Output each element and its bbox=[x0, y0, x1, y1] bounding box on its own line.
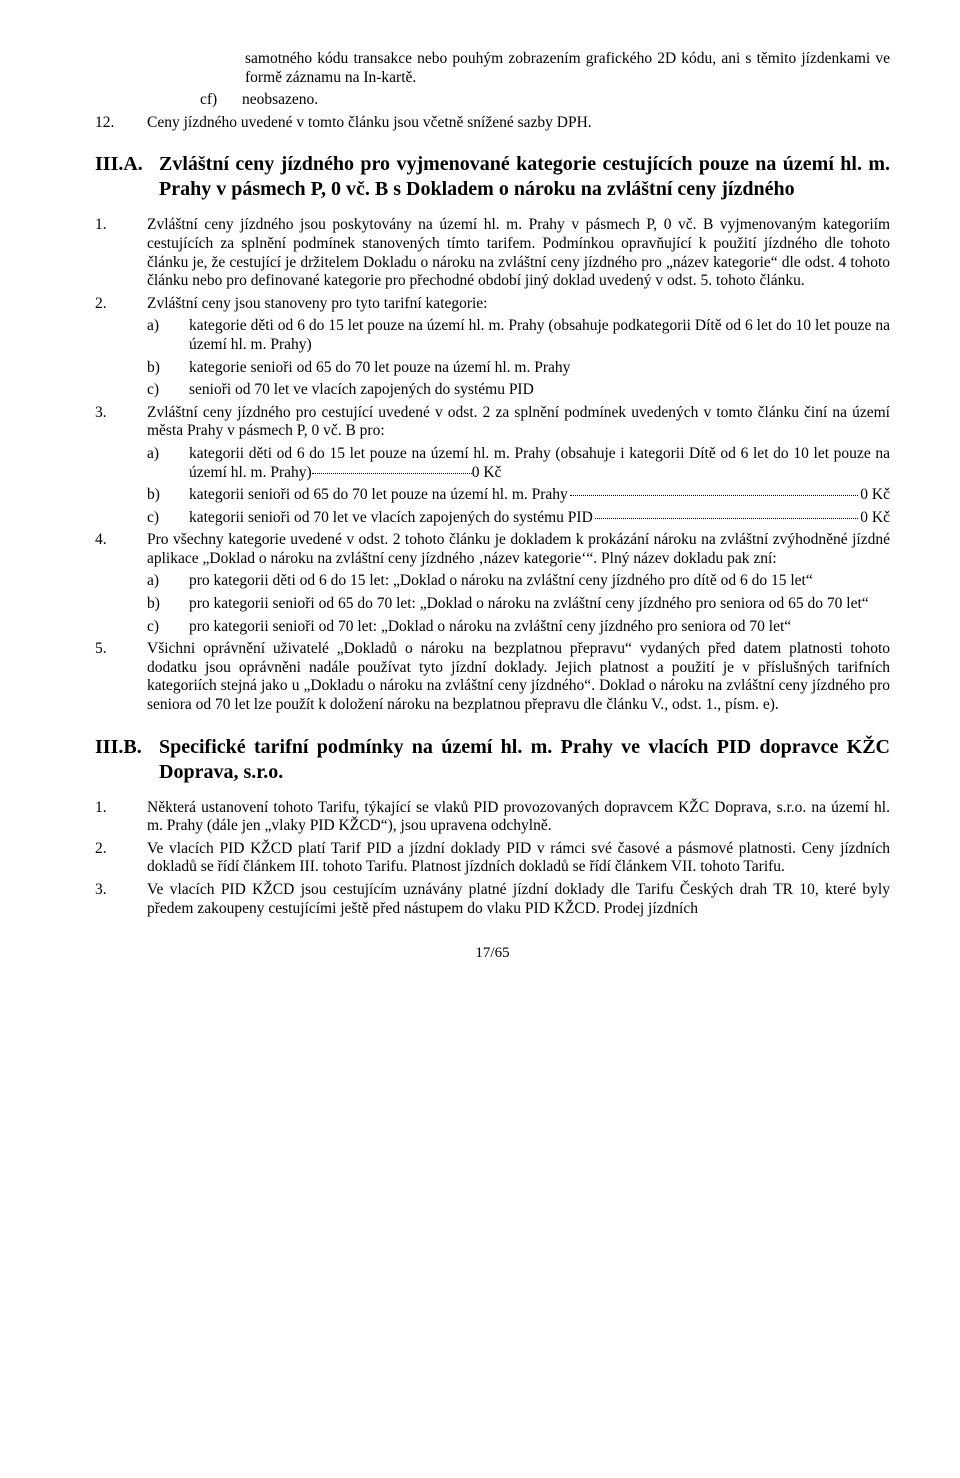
IIIA-4-c-marker: c) bbox=[147, 618, 189, 637]
IIIA-2-marker: 2. bbox=[95, 295, 147, 314]
IIIB-1-marker: 1. bbox=[95, 799, 147, 836]
IIIA-1-text: Zvláštní ceny jízdného jsou poskytovány … bbox=[147, 216, 890, 290]
IIIA-2-c: c) senioři od 70 let ve vlacích zapojený… bbox=[147, 381, 890, 400]
IIIA-2-b: b) kategorie senioři od 65 do 70 let pou… bbox=[147, 359, 890, 378]
IIIA-2-b-marker: b) bbox=[147, 359, 189, 378]
intro-text: samotného kódu transakce nebo pouhým zob… bbox=[245, 50, 890, 87]
page-number: 17/65 bbox=[95, 944, 890, 962]
IIIA-2-a: a) kategorie děti od 6 do 15 let pouze n… bbox=[147, 317, 890, 354]
IIIA-2-text: Zvláštní ceny jsou stanoveny pro tyto ta… bbox=[147, 295, 890, 314]
IIIA-2-c-marker: c) bbox=[147, 381, 189, 400]
IIIA-2-a-marker: a) bbox=[147, 317, 189, 354]
heading-III-A: III.A. Zvláštní ceny jízdného pro vyjmen… bbox=[95, 152, 890, 202]
dotted-leader bbox=[570, 495, 858, 496]
IIIA-4-a-marker: a) bbox=[147, 572, 189, 591]
IIIA-3-a: a) kategorii děti od 6 do 15 let pouze n… bbox=[147, 445, 890, 482]
heading-III-A-text: Zvláštní ceny jízdného pro vyjmenované k… bbox=[159, 152, 890, 202]
heading-III-B: III.B. Specifické tarifní podmínky na úz… bbox=[95, 735, 890, 785]
IIIA-2-a-text: kategorie děti od 6 do 15 let pouze na ú… bbox=[189, 317, 890, 354]
IIIB-3-marker: 3. bbox=[95, 881, 147, 918]
IIIA-1-marker: 1. bbox=[95, 216, 147, 290]
IIIA-3-c: c) kategorii senioři od 70 let ve vlacíc… bbox=[147, 509, 890, 528]
IIIA-2-b-text: kategorie senioři od 65 do 70 let pouze … bbox=[189, 359, 890, 378]
IIIA-4-c: c) pro kategorii senioři od 70 let: „Dok… bbox=[147, 618, 890, 637]
IIIB-3: 3. Ve vlacích PID KŽCD jsou cestujícím u… bbox=[95, 881, 890, 918]
IIIA-3-b-lead: kategorii senioři od 65 do 70 let pouze … bbox=[189, 486, 568, 505]
IIIA-3: 3. Zvláštní ceny jízdného pro cestující … bbox=[95, 404, 890, 441]
IIIB-1: 1. Některá ustanovení tohoto Tarifu, týk… bbox=[95, 799, 890, 836]
IIIA-2-c-text: senioři od 70 let ve vlacích zapojených … bbox=[189, 381, 890, 400]
IIIA-3-b-marker: b) bbox=[147, 486, 189, 505]
heading-III-A-mark: III.A. bbox=[95, 152, 159, 202]
IIIA-3-text: Zvláštní ceny jízdného pro cestující uve… bbox=[147, 404, 890, 441]
dotted-leader bbox=[595, 518, 859, 519]
IIIA-3-a-tail: 0 Kč bbox=[472, 464, 502, 481]
intro-12: 12. Ceny jízdného uvedené v tomto článku… bbox=[95, 114, 890, 133]
cf-marker: cf) bbox=[200, 91, 242, 110]
intro-cf: cf) neobsazeno. bbox=[200, 91, 890, 110]
IIIB-2-text: Ve vlacích PID KŽCD platí Tarif PID a jí… bbox=[147, 840, 890, 877]
dotted-leader bbox=[312, 473, 472, 474]
IIIA-4-a: a) pro kategorii děti od 6 do 15 let: „D… bbox=[147, 572, 890, 591]
n12-marker: 12. bbox=[95, 114, 147, 133]
IIIA-1: 1. Zvláštní ceny jízdného jsou poskytová… bbox=[95, 216, 890, 290]
IIIA-4-c-text: pro kategorii senioři od 70 let: „Doklad… bbox=[189, 618, 890, 637]
cf-text: neobsazeno. bbox=[242, 91, 890, 110]
IIIA-4-b: b) pro kategorii senioři od 65 do 70 let… bbox=[147, 595, 890, 614]
IIIA-5-text: Všichni oprávnění uživatelé „Dokladů o n… bbox=[147, 640, 890, 714]
IIIA-4-a-text: pro kategorii děti od 6 do 15 let: „Dokl… bbox=[189, 572, 890, 591]
IIIA-2: 2. Zvláštní ceny jsou stanoveny pro tyto… bbox=[95, 295, 890, 314]
IIIA-4-text: Pro všechny kategorie uvedené v odst. 2 … bbox=[147, 531, 890, 568]
IIIA-3-b-tail: 0 Kč bbox=[860, 486, 890, 505]
heading-III-B-text: Specifické tarifní podmínky na území hl.… bbox=[159, 735, 890, 785]
IIIA-3-a-marker: a) bbox=[147, 445, 189, 482]
IIIB-3-text: Ve vlacích PID KŽCD jsou cestujícím uzná… bbox=[147, 881, 890, 918]
intro-continuation: samotného kódu transakce nebo pouhým zob… bbox=[245, 50, 890, 87]
IIIA-3-c-marker: c) bbox=[147, 509, 189, 528]
IIIA-3-c-lead: kategorii senioři od 70 let ve vlacích z… bbox=[189, 509, 593, 528]
IIIA-4: 4. Pro všechny kategorie uvedené v odst.… bbox=[95, 531, 890, 568]
IIIA-3-marker: 3. bbox=[95, 404, 147, 441]
IIIA-5: 5. Všichni oprávnění uživatelé „Dokladů … bbox=[95, 640, 890, 714]
IIIA-5-marker: 5. bbox=[95, 640, 147, 714]
IIIA-4-b-text: pro kategorii senioři od 65 do 70 let: „… bbox=[189, 595, 890, 614]
heading-III-B-mark: III.B. bbox=[95, 735, 159, 785]
IIIB-1-text: Některá ustanovení tohoto Tarifu, týkají… bbox=[147, 799, 890, 836]
n12-text: Ceny jízdného uvedené v tomto článku jso… bbox=[147, 114, 890, 133]
IIIA-4-marker: 4. bbox=[95, 531, 147, 568]
IIIA-3-b: b) kategorii senioři od 65 do 70 let pou… bbox=[147, 486, 890, 505]
IIIA-4-b-marker: b) bbox=[147, 595, 189, 614]
IIIB-2-marker: 2. bbox=[95, 840, 147, 877]
IIIB-2: 2. Ve vlacích PID KŽCD platí Tarif PID a… bbox=[95, 840, 890, 877]
IIIA-3-c-tail: 0 Kč bbox=[860, 509, 890, 528]
IIIA-3-a-lead: kategorii děti od 6 do 15 let pouze na ú… bbox=[189, 445, 890, 481]
